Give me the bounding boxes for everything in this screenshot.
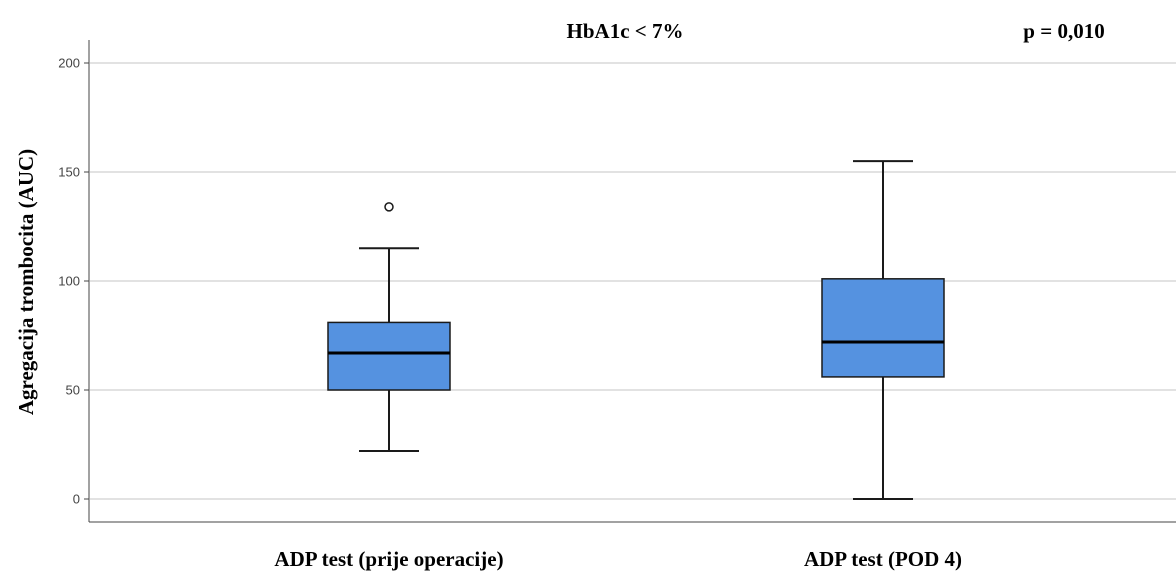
- box-group: [327, 202, 451, 453]
- iqr-box: [327, 321, 451, 391]
- grid-lines: [90, 62, 1176, 500]
- y-tick-label: 100: [58, 274, 80, 289]
- chart-title: HbA1c < 7%: [567, 19, 684, 43]
- x-category-label: ADP test (POD 4): [804, 547, 962, 571]
- p-value-annotation: p = 0,010: [1023, 19, 1104, 43]
- x-category-labels: ADP test (prije operacije) ADP test (POD …: [274, 547, 962, 571]
- outlier-point: [384, 202, 394, 212]
- y-tick-label: 0: [73, 492, 80, 507]
- iqr-box: [821, 278, 945, 378]
- x-category-label: ADP test (prije operacije): [274, 547, 503, 571]
- y-tick-label: 200: [58, 56, 80, 71]
- boxes: [327, 160, 945, 500]
- y-tick-labels: 0 50 100 150 200: [58, 56, 89, 507]
- y-tick-label: 150: [58, 165, 80, 180]
- box-group: [821, 160, 945, 500]
- y-tick-label: 50: [66, 383, 80, 398]
- y-axis-label: Agregacija trombocita (AUC): [14, 149, 38, 415]
